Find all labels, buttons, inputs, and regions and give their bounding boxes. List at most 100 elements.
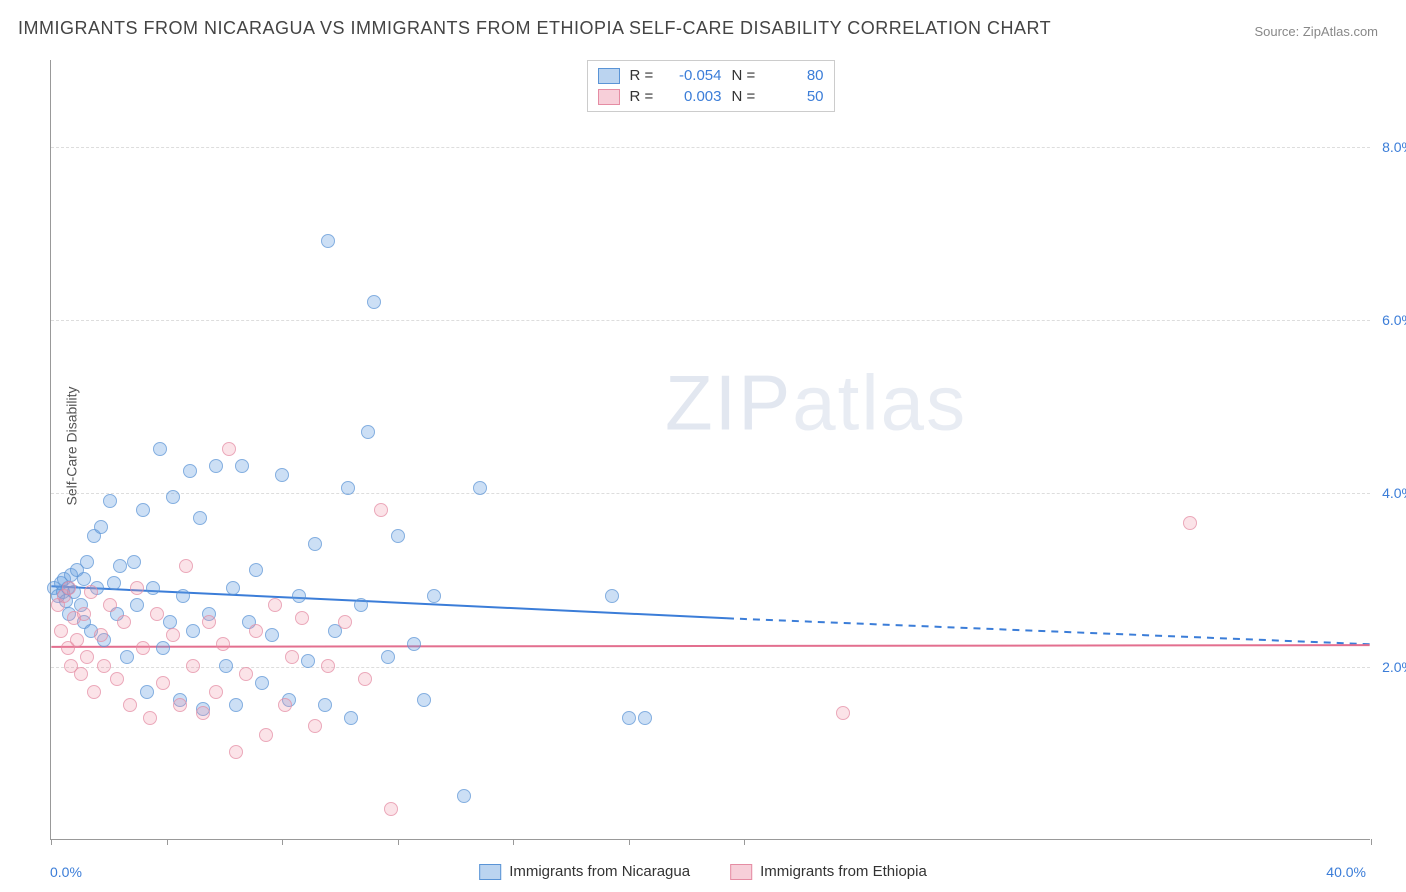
data-point	[374, 503, 388, 517]
data-point	[278, 698, 292, 712]
r-value: -0.054	[668, 67, 722, 84]
data-point	[222, 442, 236, 456]
swatch-pink-icon	[598, 89, 620, 105]
data-point	[113, 559, 127, 573]
data-point	[308, 537, 322, 551]
data-point	[97, 659, 111, 673]
data-point	[341, 481, 355, 495]
data-point	[193, 511, 207, 525]
x-axis-max-label: 40.0%	[1326, 864, 1366, 880]
n-label: N =	[732, 88, 760, 105]
data-point	[344, 711, 358, 725]
data-point	[427, 589, 441, 603]
data-point	[255, 676, 269, 690]
legend-label: Immigrants from Ethiopia	[760, 863, 927, 880]
data-point	[156, 641, 170, 655]
data-point	[219, 659, 233, 673]
data-point	[183, 464, 197, 478]
data-point	[103, 598, 117, 612]
bottom-legend-item-1: Immigrants from Nicaragua	[479, 863, 690, 880]
data-point	[107, 576, 121, 590]
data-point	[70, 633, 84, 647]
data-point	[417, 693, 431, 707]
data-point	[407, 637, 421, 651]
data-point	[268, 598, 282, 612]
data-point	[249, 624, 263, 638]
top-legend-row-1: R = -0.054 N = 80	[598, 65, 824, 86]
x-tick-mark	[398, 839, 399, 845]
data-point	[381, 650, 395, 664]
data-point	[110, 672, 124, 686]
data-point	[358, 672, 372, 686]
n-value: 80	[770, 67, 824, 84]
data-point	[338, 615, 352, 629]
data-point	[275, 468, 289, 482]
data-point	[295, 611, 309, 625]
data-point	[216, 637, 230, 651]
data-point	[153, 442, 167, 456]
data-point	[196, 706, 210, 720]
data-point	[239, 667, 253, 681]
data-point	[367, 295, 381, 309]
data-point	[202, 615, 216, 629]
data-point	[127, 555, 141, 569]
data-point	[622, 711, 636, 725]
data-point	[361, 425, 375, 439]
data-point	[176, 589, 190, 603]
data-point	[285, 650, 299, 664]
data-point	[80, 650, 94, 664]
watermark-rest: atlas	[792, 358, 967, 446]
data-point	[321, 234, 335, 248]
watermark: ZIPatlas	[665, 357, 967, 448]
x-tick-mark	[282, 839, 283, 845]
swatch-pink-icon	[730, 864, 752, 880]
y-tick-label: 4.0%	[1382, 485, 1406, 501]
r-label: R =	[630, 67, 658, 84]
x-axis-min-label: 0.0%	[50, 864, 82, 880]
data-point	[150, 607, 164, 621]
data-point	[229, 698, 243, 712]
data-point	[87, 685, 101, 699]
x-tick-mark	[629, 839, 630, 845]
x-tick-mark	[1371, 839, 1372, 845]
gridline	[51, 320, 1370, 321]
n-value: 50	[770, 88, 824, 105]
chart-title: IMMIGRANTS FROM NICARAGUA VS IMMIGRANTS …	[18, 18, 1051, 39]
data-point	[143, 711, 157, 725]
x-tick-mark	[513, 839, 514, 845]
data-point	[54, 624, 68, 638]
source-label: Source: ZipAtlas.com	[1254, 24, 1378, 39]
data-point	[140, 685, 154, 699]
legend-label: Immigrants from Nicaragua	[509, 863, 690, 880]
data-point	[259, 728, 273, 742]
data-point	[117, 615, 131, 629]
data-point	[80, 555, 94, 569]
data-point	[179, 559, 193, 573]
data-point	[384, 802, 398, 816]
x-tick-mark	[167, 839, 168, 845]
data-point	[318, 698, 332, 712]
x-tick-mark	[51, 839, 52, 845]
data-point	[209, 685, 223, 699]
data-point	[166, 490, 180, 504]
data-point	[186, 624, 200, 638]
data-point	[605, 589, 619, 603]
data-point	[77, 572, 91, 586]
top-legend-box: R = -0.054 N = 80 R = 0.003 N = 50	[587, 60, 835, 112]
trend-lines	[51, 60, 1370, 839]
data-point	[77, 607, 91, 621]
swatch-blue-icon	[479, 864, 501, 880]
data-point	[163, 615, 177, 629]
data-point	[249, 563, 263, 577]
r-value: 0.003	[668, 88, 722, 105]
y-tick-label: 8.0%	[1382, 139, 1406, 155]
data-point	[103, 494, 117, 508]
data-point	[209, 459, 223, 473]
data-point	[74, 667, 88, 681]
r-label: R =	[630, 88, 658, 105]
data-point	[186, 659, 200, 673]
data-point	[292, 589, 306, 603]
data-point	[94, 520, 108, 534]
gridline	[51, 493, 1370, 494]
n-label: N =	[732, 67, 760, 84]
